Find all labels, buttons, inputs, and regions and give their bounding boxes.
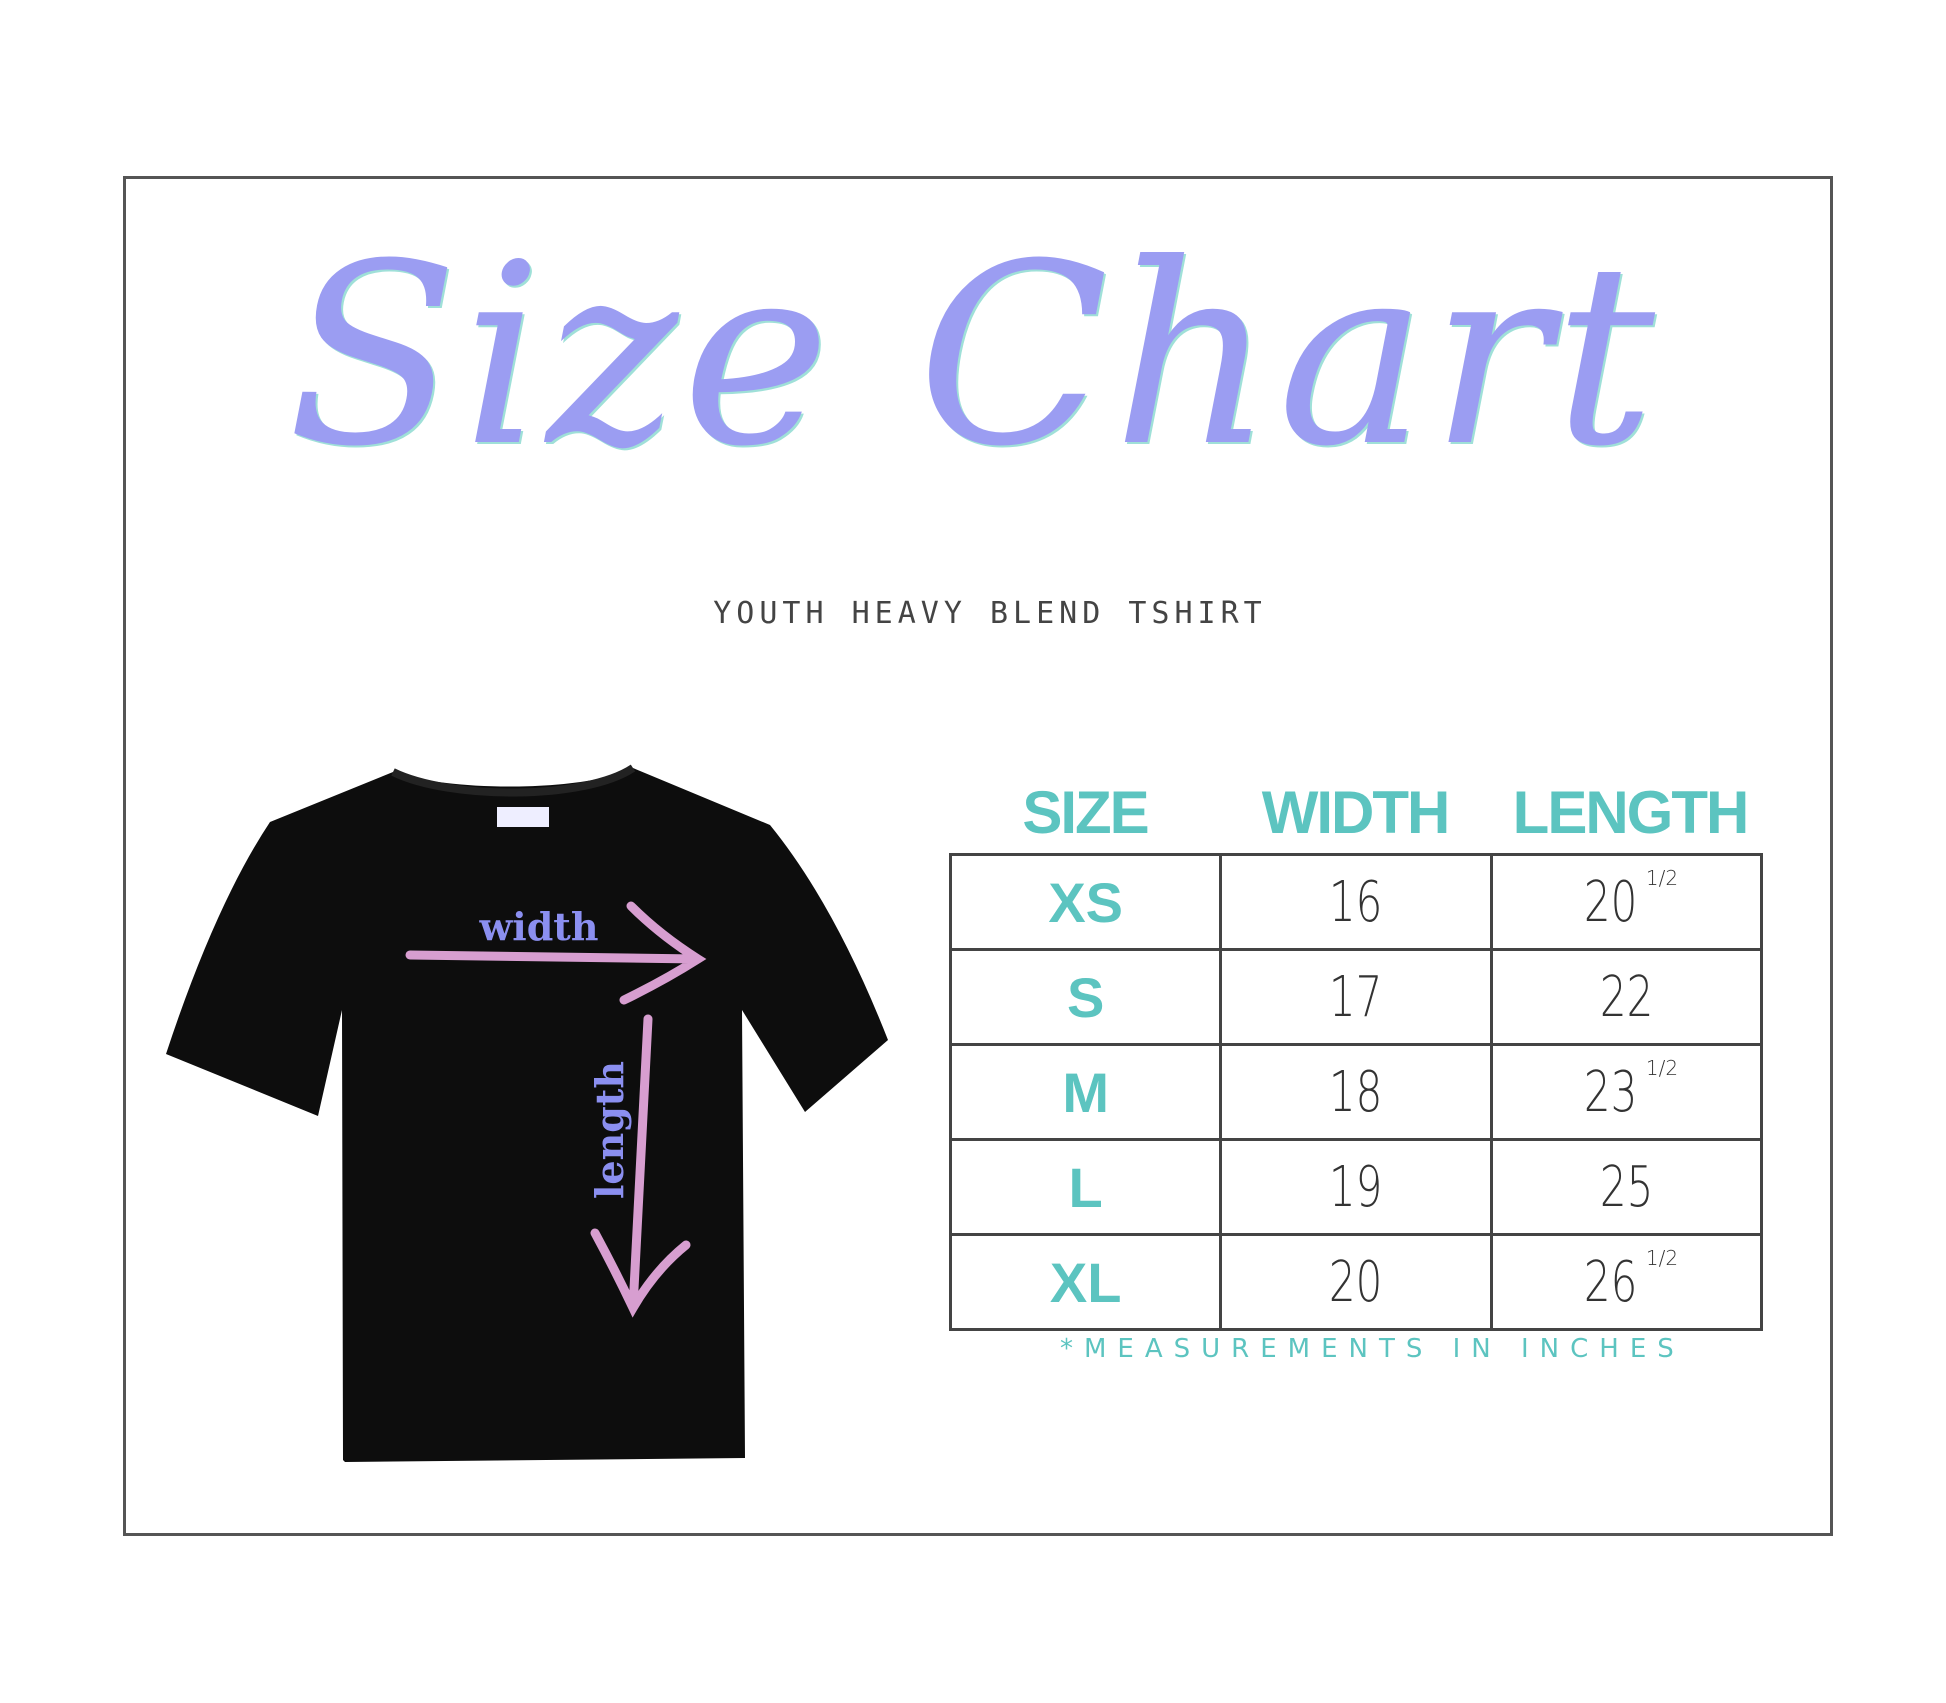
- width-value: 16: [1329, 869, 1383, 935]
- width-value: 18: [1329, 1059, 1383, 1125]
- length-fraction: 1/2: [1645, 1245, 1679, 1270]
- size-cell: S: [948, 948, 1223, 1046]
- length-cell: 22: [1489, 948, 1764, 1046]
- length-value: 23: [1583, 1059, 1637, 1125]
- header-length: LENGTH: [1512, 779, 1750, 846]
- header-size: SIZE: [1022, 779, 1149, 846]
- tshirt-icon: [166, 768, 888, 1462]
- size-table: XS 16 20 1/2 S 17 22 M 18 23 1/2 L 19 25 XL 20 26 1/2: [948, 853, 1764, 1331]
- length-cell: 20 1/2: [1489, 853, 1764, 951]
- width-cell: 18: [1219, 1043, 1493, 1141]
- length-value: 20: [1583, 869, 1637, 935]
- header-width: WIDTH: [1261, 779, 1451, 846]
- chart-frame: [123, 176, 1833, 1536]
- length-value: 22: [1599, 964, 1654, 1030]
- neck-label: [497, 807, 549, 827]
- length-cell: 25: [1489, 1138, 1764, 1236]
- length-fraction: 1/2: [1645, 865, 1679, 890]
- length-fraction: 1/2: [1645, 1055, 1679, 1080]
- width-cell: 17: [1219, 948, 1493, 1046]
- size-cell: M: [948, 1043, 1223, 1141]
- page-title: Size Chart: [287, 210, 1659, 501]
- table-row: XS 16 20 1/2: [948, 853, 1764, 951]
- width-label: width: [479, 904, 599, 949]
- table-row: M 18 23 1/2: [948, 1043, 1764, 1141]
- length-cell: 23 1/2: [1489, 1043, 1764, 1141]
- size-cell: L: [948, 1138, 1223, 1236]
- length-label: length: [587, 1061, 632, 1199]
- size-cell: XS: [948, 853, 1223, 951]
- measurement-note: *MEASUREMENTS IN INCHES: [1060, 1334, 1685, 1364]
- width-arrow: [405, 901, 707, 1005]
- length-arrow: [590, 1014, 691, 1318]
- length-value: 25: [1599, 1154, 1654, 1220]
- width-value: 19: [1329, 1154, 1383, 1220]
- table-row: S 17 22: [948, 948, 1764, 1046]
- length-value: 26: [1583, 1249, 1637, 1315]
- collar: [391, 764, 636, 797]
- width-cell: 20: [1219, 1233, 1493, 1331]
- width-value: 20: [1329, 1249, 1383, 1315]
- length-cell: 26 1/2: [1489, 1233, 1764, 1331]
- width-cell: 16: [1219, 853, 1493, 951]
- width-cell: 19: [1219, 1138, 1493, 1236]
- width-value: 17: [1329, 964, 1383, 1030]
- size-cell: XL: [948, 1233, 1223, 1331]
- subtitle: YOUTH HEAVY BLEND TSHIRT: [713, 596, 1267, 631]
- table-row: XL 20 26 1/2: [948, 1233, 1764, 1331]
- table-row: L 19 25: [948, 1138, 1764, 1236]
